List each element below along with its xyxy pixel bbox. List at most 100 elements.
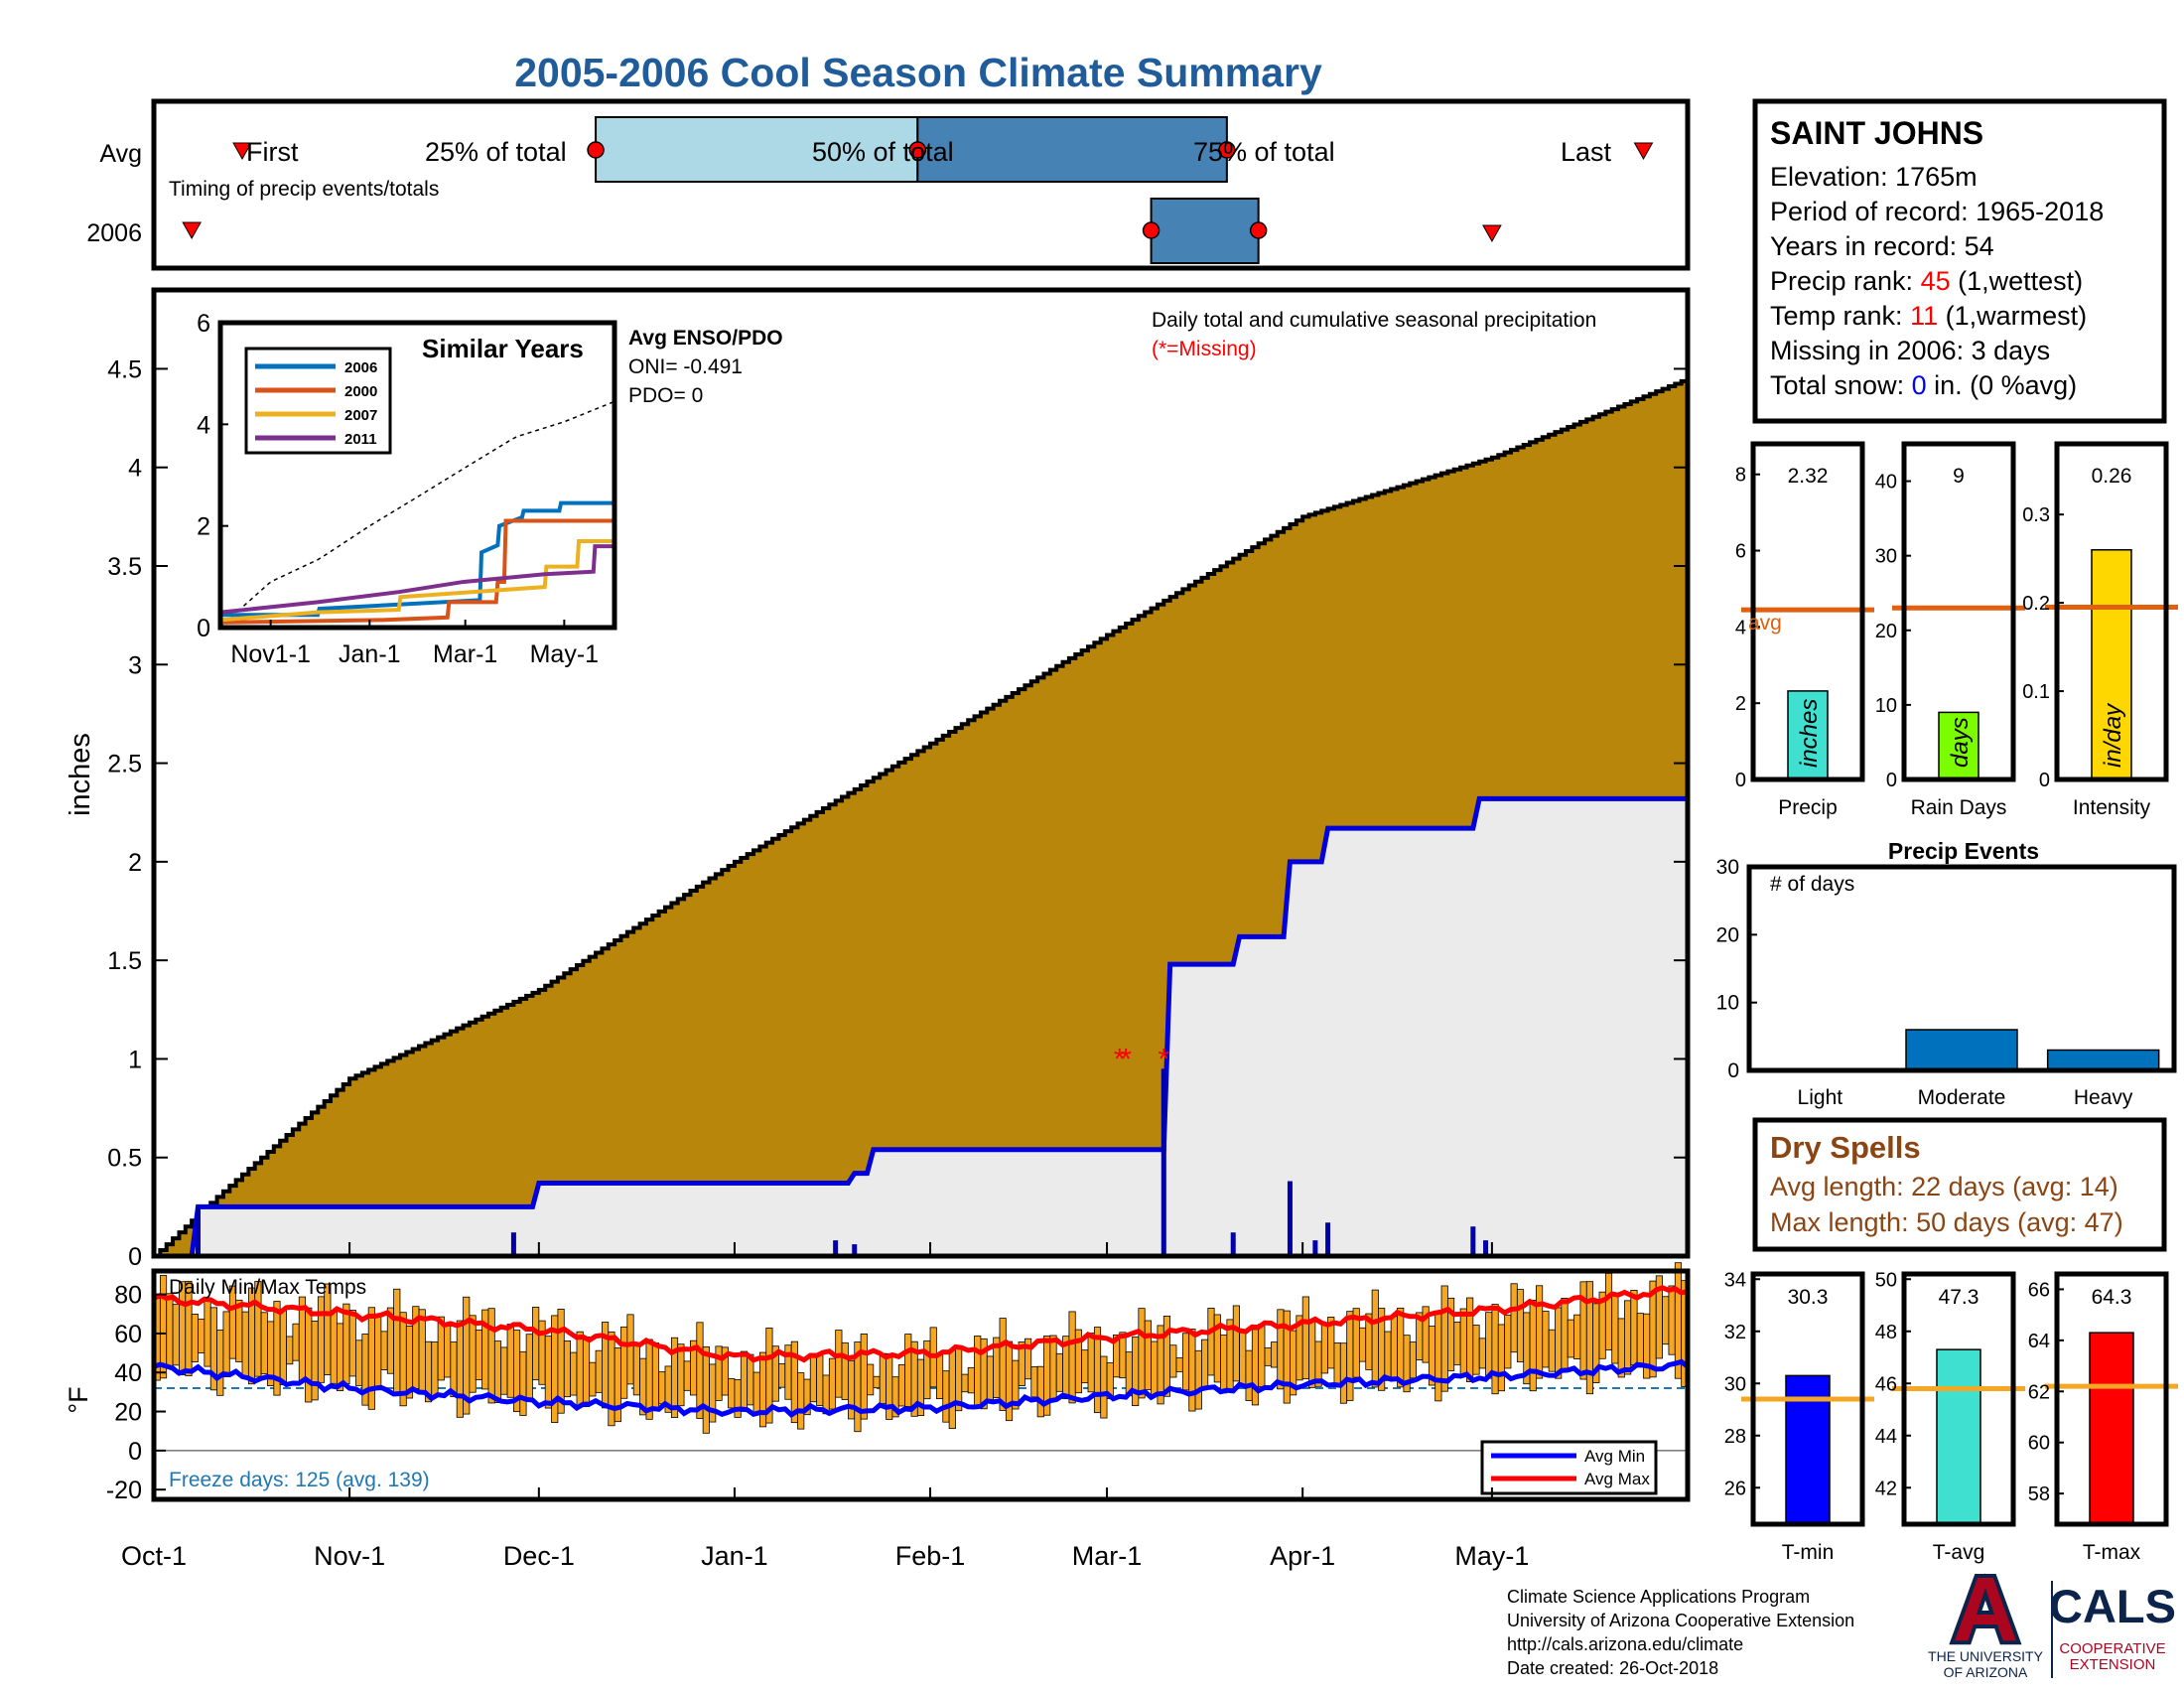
daily-temp-bar [166,1293,174,1367]
daily-temp-bar [317,1296,326,1383]
daily-precip-bar [1160,1068,1166,1256]
mini-y-tick-label: 4 [1735,617,1746,638]
precip-events-ylabel: # of days [1770,873,1854,896]
inset-x-tick-label: Nov1-1 [230,640,311,668]
precip-events-category-label: Moderate [1918,1086,2006,1109]
temperature-panel: -20 0 20 40 60 80 °F Daily Min/Max Temps Free… [64,1262,1691,1504]
daily-temp-bar [367,1307,375,1410]
main-y-tick-label: 1.5 [107,947,142,975]
daily-temp-bar [1371,1289,1379,1388]
daily-temp-bar [1169,1344,1177,1378]
mini-value-label: 9 [1953,465,1965,488]
timing-panel: Avg 2006 Timing of precip events/totals … [86,98,1691,271]
precip-rank-suffix: (1,wettest) [1951,266,2084,296]
daily-temp-bar [570,1351,578,1396]
daily-temp-bar [1561,1298,1569,1372]
daily-temp-bar [1055,1352,1063,1392]
cals-logo-text: CALS [2049,1580,2176,1632]
station-precip-rank: Precip rank: 45 (1,wettest) [1770,266,2083,296]
timing-avg-first-marker [232,142,252,161]
daily-precip-bar [1470,1226,1476,1256]
enso-title: Avg ENSO/PDO [628,327,783,350]
daily-temp-bar [487,1308,495,1404]
timing-row-label-year: 2006 [86,219,142,247]
mini-temp-y-tick-label: 26 [1724,1478,1746,1499]
precip-events-y-tick-label: 10 [1716,992,1739,1015]
daily-temp-bar [260,1312,268,1375]
daily-temp-bar [1510,1283,1518,1353]
daily-temp-bar [222,1311,230,1378]
daily-precip-bar [196,1206,202,1256]
daily-temp-bar [1181,1333,1190,1391]
inset-plot-area [219,400,615,629]
snow-value: 0 [1912,370,1927,400]
daily-temp-bar [873,1375,881,1389]
daily-temp-bar [198,1318,205,1353]
daily-temp-bar [816,1354,824,1406]
mini-frame [2054,441,2169,782]
daily-temp-bar [1346,1311,1354,1401]
temp-y-label: °F [64,1386,93,1413]
precip-events-bar-moderate [1905,1029,2018,1071]
main-y-tick-label: 4 [128,455,142,483]
daily-temp-bar [1453,1322,1461,1365]
daily-temp-bar [1339,1342,1348,1404]
daily-temp-bar [525,1334,533,1399]
daily-temp-bar [204,1297,211,1367]
daily-temp-bar [632,1342,640,1396]
daily-temp-bar [702,1345,710,1434]
mini-temp-label: T-avg [1933,1541,1985,1564]
daily-temp-bar [1232,1305,1240,1382]
timing-avg-p75-marker [1218,141,1236,159]
daily-temp-bar [532,1307,540,1381]
daily-temp-bar [374,1316,382,1391]
daily-temp-bar [651,1342,660,1410]
daily-temp-bar [1220,1335,1228,1394]
mini-temp-y-tick-label: 66 [2028,1279,2050,1301]
timing-avg-p50-marker [908,141,927,159]
mini-y-tick-label: 6 [1735,541,1746,563]
daily-temp-bar [1384,1331,1392,1381]
daily-precip-bar [1230,1232,1236,1256]
station-name: SAINT JOHNS [1770,115,1983,151]
precip-events-y-tick-label: 0 [1727,1059,1739,1082]
enso-oni: ONI= -0.491 [628,355,743,378]
mini-y-tick-label: 0 [2039,770,2050,791]
precip-events-bar-heavy [2046,1049,2160,1071]
daily-temp-bar [172,1304,180,1366]
main-y-tick-label: 3.5 [107,553,142,581]
daily-temp-bar [241,1311,249,1379]
dry-spells-box: Dry Spells Avg length: 22 days (avg: 14)… [1752,1117,2167,1252]
main-precip-chart: ** * 00.511.522.533.544.5 inches Daily to… [65,287,1691,1271]
daily-temp-bar [305,1307,313,1403]
mini-value-label: 2.32 [1788,465,1829,488]
mini-temp-frame [2054,1271,2169,1527]
mini-temp-bar [2089,1332,2134,1525]
daily-temp-bar [506,1324,514,1398]
daily-temp-bar [1542,1311,1550,1368]
daily-temp-bar [1536,1285,1544,1379]
avg-min-line [153,1358,1690,1418]
mini-chart-label: Precip [1778,796,1838,819]
footer-line3: http://cals.arizona.edu/climate [1507,1634,1743,1654]
daily-temp-bar [1491,1304,1499,1395]
daily-temp-bar [1434,1313,1442,1402]
daily-temp-bar [1093,1327,1102,1414]
daily-temp-bar [1207,1308,1215,1376]
daily-temp-bar [1151,1340,1159,1396]
mini-precip-intensity: in/day 0.26 0 0.1 0.2 0.3 Intensity [2022,441,2178,819]
snow-prefix: Total snow: [1770,370,1912,400]
main-chart-missing-note: (*=Missing) [1152,338,1257,360]
mini-temp-t-max: 64.3 58 60 62 64 66 T-max [2028,1271,2178,1564]
month-label: May-1 [1454,1541,1529,1571]
precip-events-category-label: Heavy [2074,1086,2133,1109]
main-y-tick-label: 0.5 [107,1145,142,1173]
year-cumulative-area [154,798,1688,1256]
daily-temp-bar [809,1352,817,1403]
year-cumulative-line [154,795,1688,1259]
daily-temp-bar [235,1299,243,1362]
daily-temp-bar [1409,1341,1418,1379]
snow-suffix: in. (0 %avg) [1927,370,2078,400]
mini-bar [1787,690,1829,780]
daily-temp-bar [1005,1340,1014,1422]
